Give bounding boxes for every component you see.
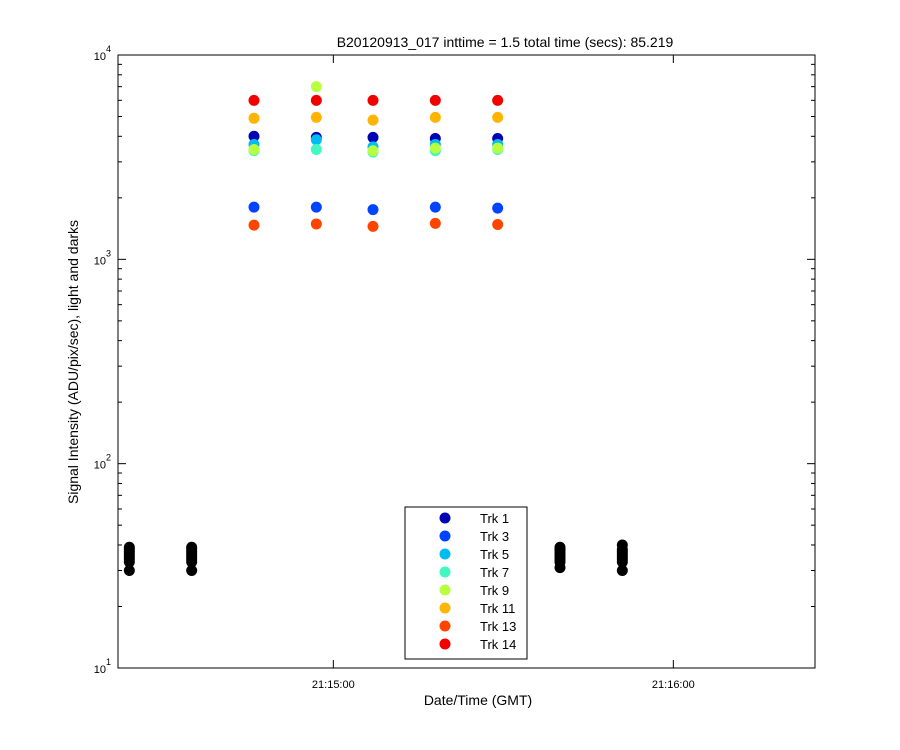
point bbox=[248, 201, 260, 213]
point bbox=[310, 94, 322, 106]
y-tick-label: 10 bbox=[94, 664, 106, 676]
point bbox=[367, 145, 379, 157]
point bbox=[429, 201, 441, 213]
legend-marker bbox=[439, 548, 451, 560]
y-tick-exponent: 1 bbox=[106, 657, 111, 667]
legend-box bbox=[404, 506, 528, 660]
point bbox=[429, 217, 441, 229]
point bbox=[367, 204, 379, 216]
legend-label: Trk 14 bbox=[480, 637, 516, 652]
legend-label: Trk 11 bbox=[480, 601, 515, 616]
y-tick-label: 10 bbox=[94, 255, 106, 267]
legend-marker bbox=[439, 530, 451, 542]
series bbox=[248, 217, 504, 232]
legend-label: Trk 9 bbox=[480, 583, 509, 598]
legend-marker bbox=[439, 620, 451, 632]
legend-label: Trk 1 bbox=[480, 511, 509, 526]
point bbox=[492, 94, 504, 106]
point bbox=[310, 218, 322, 230]
point bbox=[310, 201, 322, 213]
x-tick-label: 21:16:00 bbox=[652, 679, 695, 691]
series bbox=[248, 94, 504, 106]
legend-marker bbox=[439, 584, 451, 596]
point bbox=[248, 219, 260, 231]
series bbox=[248, 201, 504, 216]
legend-label: Trk 5 bbox=[480, 547, 509, 562]
legend-label: Trk 3 bbox=[480, 529, 509, 544]
point bbox=[310, 111, 322, 123]
dark-point bbox=[186, 565, 198, 577]
point bbox=[248, 130, 260, 142]
y-tick-exponent: 3 bbox=[106, 248, 111, 258]
point bbox=[248, 94, 260, 106]
series bbox=[248, 81, 504, 157]
point bbox=[367, 94, 379, 106]
dark-point bbox=[123, 565, 135, 577]
point bbox=[248, 112, 260, 124]
point bbox=[310, 134, 322, 146]
legend-marker bbox=[439, 638, 451, 650]
point bbox=[248, 143, 260, 155]
point bbox=[492, 202, 504, 214]
point bbox=[429, 111, 441, 123]
dark-point bbox=[554, 541, 566, 553]
legend-label: Trk 7 bbox=[480, 565, 509, 580]
point bbox=[310, 81, 322, 93]
legend-marker bbox=[439, 566, 451, 578]
chart-title: B20120913_017 inttime = 1.5 total time (… bbox=[337, 34, 674, 50]
point bbox=[367, 131, 379, 143]
y-axis-label: Signal Intensity (ADU/pix/sec), light an… bbox=[65, 220, 81, 504]
legend-label: Trk 13 bbox=[480, 619, 516, 634]
y-tick-exponent: 4 bbox=[106, 44, 111, 54]
legend-marker bbox=[439, 512, 451, 524]
dark-point bbox=[616, 539, 628, 551]
darks bbox=[123, 539, 628, 577]
dark-point bbox=[186, 541, 198, 553]
legend: Trk 1 Trk 3 Trk 5 Trk 7 Trk 9 Trk 11 Trk 13 Trk… bbox=[404, 506, 528, 660]
x-tick-label: 21:15:00 bbox=[312, 679, 355, 691]
point bbox=[492, 219, 504, 231]
point bbox=[367, 220, 379, 232]
dark-point bbox=[616, 565, 628, 577]
point bbox=[429, 94, 441, 106]
point bbox=[310, 143, 322, 155]
point bbox=[492, 111, 504, 123]
legend-marker bbox=[439, 602, 451, 614]
y-tick-exponent: 2 bbox=[106, 453, 111, 463]
series bbox=[248, 111, 504, 126]
dark-point bbox=[123, 541, 135, 553]
point bbox=[429, 142, 441, 154]
y-tick-label: 10 bbox=[94, 460, 106, 472]
y-tick-label: 10 bbox=[94, 51, 106, 63]
point bbox=[492, 142, 504, 154]
point bbox=[367, 114, 379, 126]
x-axis-label: Date/Time (GMT) bbox=[424, 692, 532, 708]
